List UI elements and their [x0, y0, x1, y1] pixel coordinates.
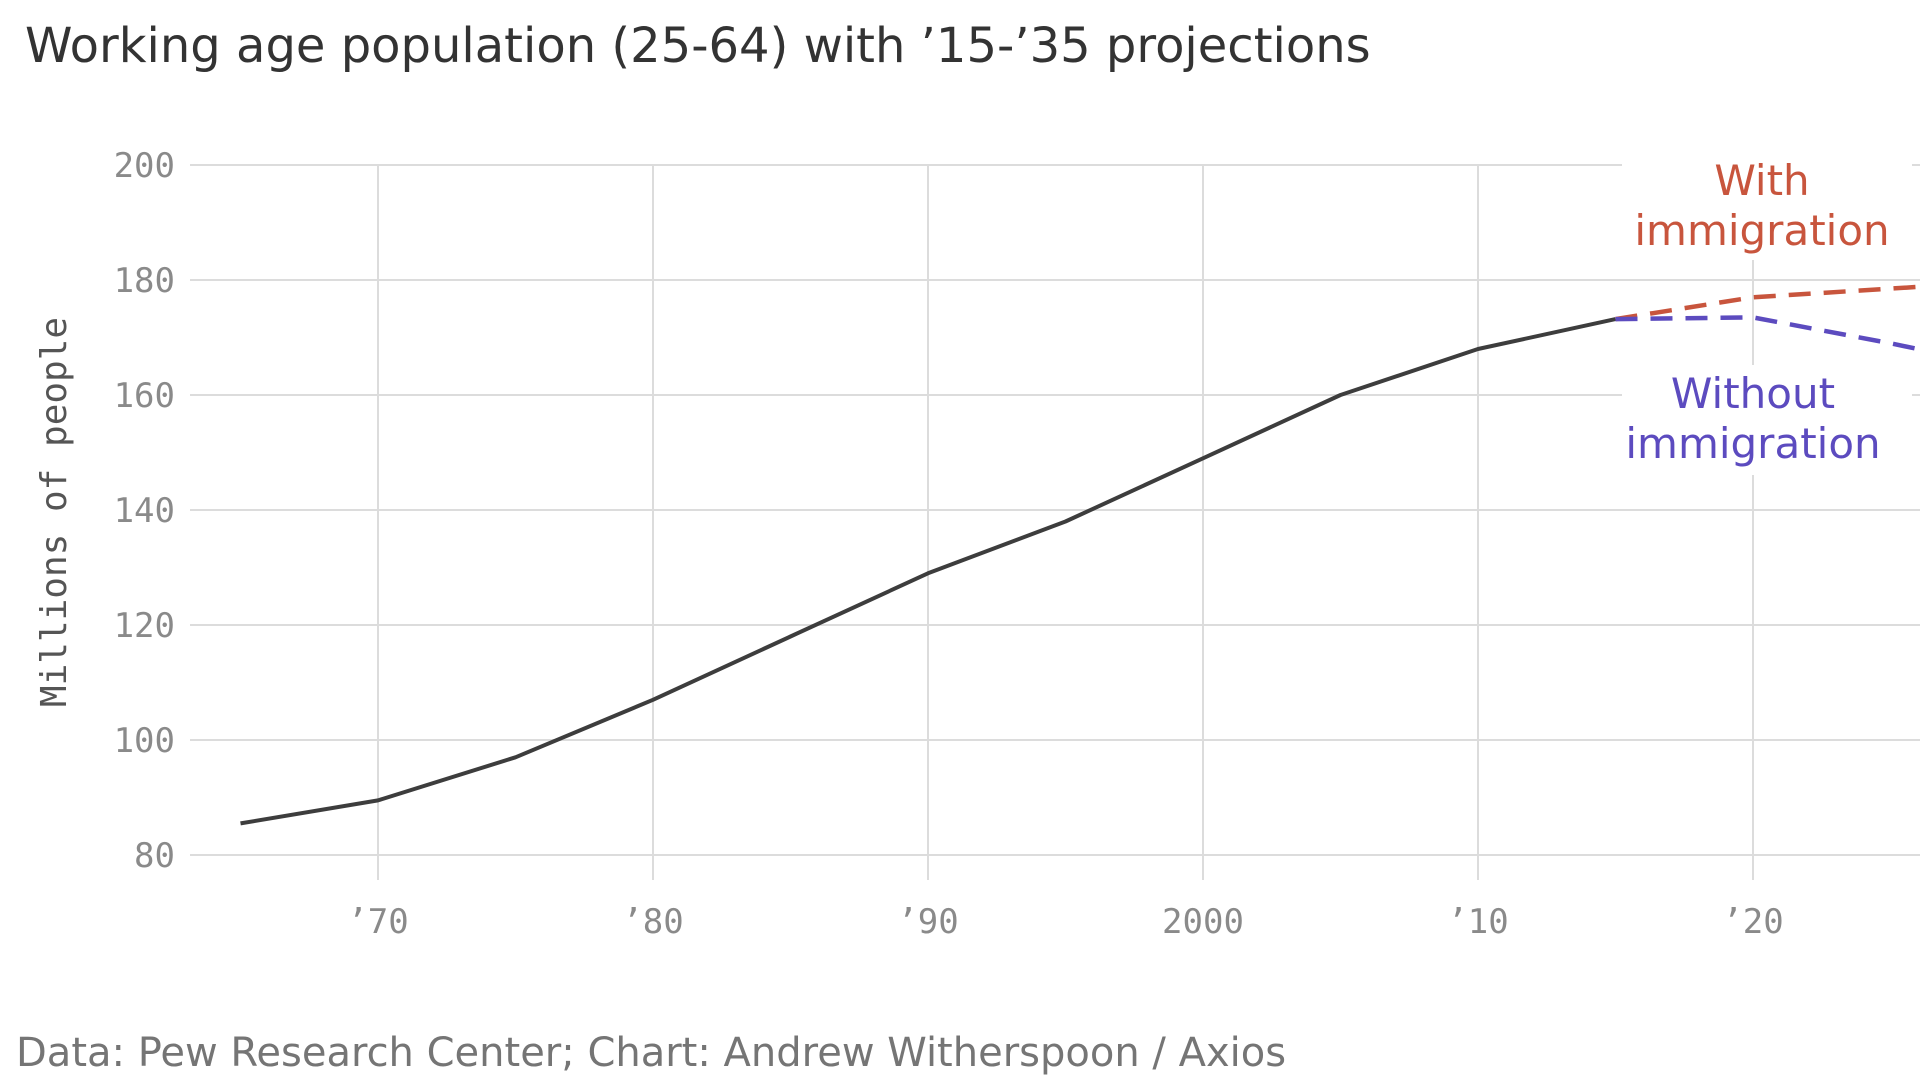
- series-line-historical: [240, 317, 1616, 826]
- x-tick-label: ’90: [897, 902, 958, 942]
- series-lines: [240, 284, 1920, 826]
- chart-title: Working age population (25-64) with ’15-…: [25, 18, 1371, 74]
- series-line-without_immigration: [1615, 315, 1920, 352]
- y-tick-label: 180: [114, 261, 175, 301]
- x-tick-label: ’70: [347, 902, 408, 942]
- annotation-with_immigration: With: [1714, 156, 1809, 205]
- y-axis-ticks: 80 100 120 140 160 180 200: [114, 146, 175, 876]
- x-tick-label: 2000: [1162, 902, 1244, 942]
- x-axis-ticks: ’70 ’80 ’90 2000 ’10 ’20: [347, 902, 1783, 942]
- grid-lines: [190, 164, 1920, 880]
- y-tick-label: 120: [114, 606, 175, 646]
- y-tick-label: 80: [134, 836, 175, 876]
- annotation-background: [1622, 150, 1912, 260]
- y-tick-label: 100: [114, 721, 175, 761]
- annotation-background: [1622, 365, 1912, 475]
- annotation-with_immigration: immigration: [1634, 206, 1889, 255]
- x-tick-label: ’20: [1722, 902, 1783, 942]
- y-tick-label: 140: [114, 491, 175, 531]
- y-tick-label: 200: [114, 146, 175, 186]
- annotation-without_immigration: immigration: [1625, 419, 1880, 468]
- annotation-without_immigration: Without: [1671, 369, 1835, 418]
- y-axis-title: Millions of people: [34, 317, 75, 707]
- x-tick-label: ’80: [622, 902, 683, 942]
- x-tick-label: ’10: [1447, 902, 1508, 942]
- series-line-with_immigration: [1615, 284, 1920, 322]
- source-note: Data: Pew Research Center; Chart: Andrew…: [16, 1030, 1287, 1076]
- y-tick-label: 160: [114, 376, 175, 416]
